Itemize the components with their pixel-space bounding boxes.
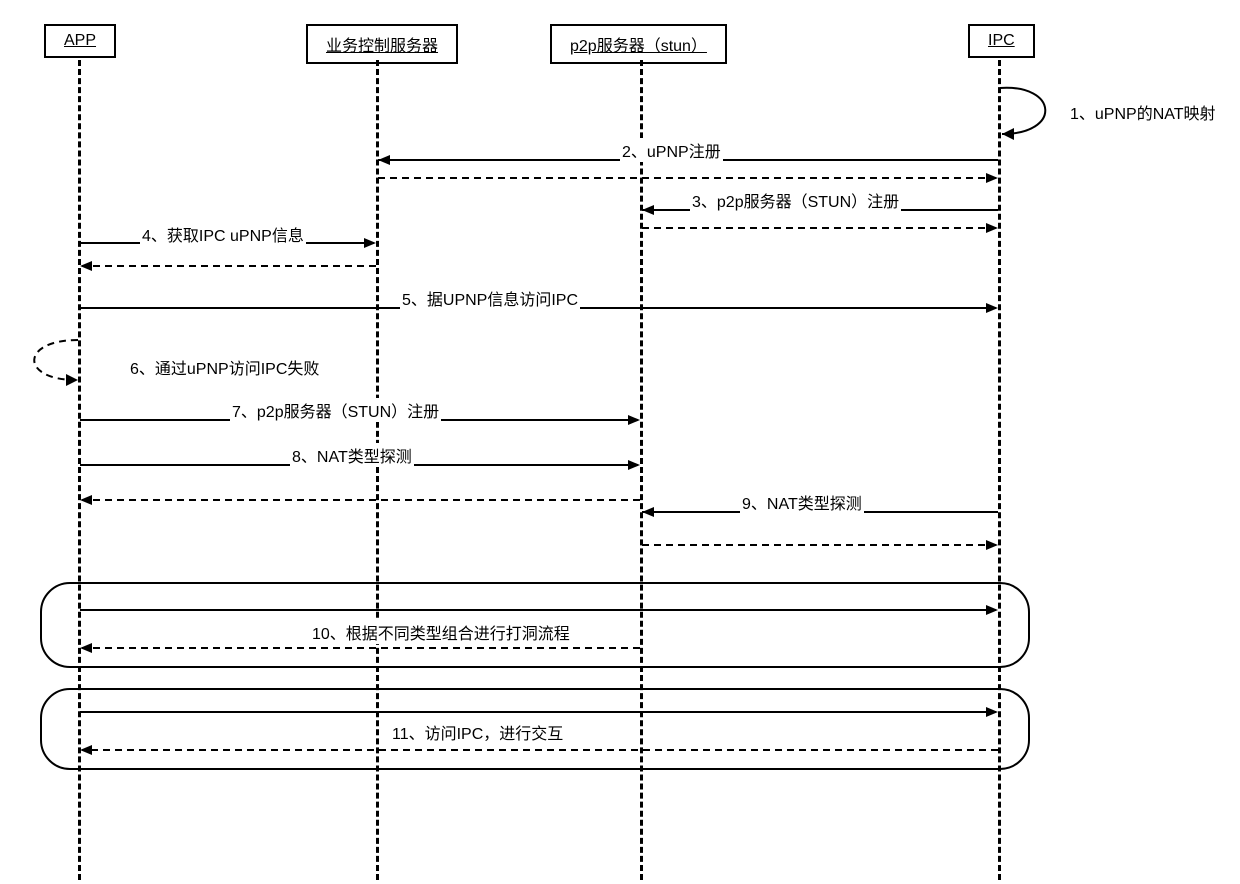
- participant-app: APP: [44, 24, 116, 58]
- frame-10-msg: [78, 604, 1000, 616]
- self-msg-1: [998, 88, 1068, 148]
- msg-label-6: 6、通过uPNP访问IPC失败: [128, 355, 321, 379]
- frame-11-msg: [78, 706, 1000, 718]
- msg-label-7: 7、p2p服务器（STUN）注册: [230, 398, 441, 422]
- msg-label-11: 11、访问IPC，进行交互: [390, 720, 565, 744]
- msg-label-3: 3、p2p服务器（STUN）注册: [690, 188, 901, 212]
- msg-label-5: 5、据UPNP信息访问IPC: [400, 286, 580, 310]
- participant-ipc: IPC: [968, 24, 1035, 58]
- msg-9-return: [640, 539, 1000, 551]
- frame-11-return: [78, 744, 1000, 756]
- participant-label: APP: [64, 32, 96, 49]
- msg-label-4: 4、获取IPC uPNP信息: [140, 222, 306, 246]
- msg-label-9: 9、NAT类型探测: [740, 490, 864, 514]
- participant-biz: 业务控制服务器: [306, 24, 458, 64]
- participant-label: 业务控制服务器: [326, 38, 438, 55]
- msg-label-8: 8、NAT类型探测: [290, 443, 414, 467]
- participant-label: IPC: [988, 32, 1015, 49]
- msg-label-10: 10、根据不同类型组合进行打洞流程: [310, 620, 572, 644]
- msg-8-return: [78, 494, 642, 506]
- msg-label-1: 1、uPNP的NAT映射: [1068, 100, 1218, 124]
- participant-label: p2p服务器（stun）: [570, 38, 707, 55]
- msg-4-return: [78, 260, 378, 272]
- frame-10-return: [78, 642, 642, 654]
- msg-2-return: [376, 172, 1000, 184]
- msg-label-2: 2、uPNP注册: [620, 138, 723, 162]
- participant-p2p: p2p服务器（stun）: [550, 24, 727, 64]
- msg-3-return: [640, 222, 1000, 234]
- self-msg-6: [20, 340, 90, 394]
